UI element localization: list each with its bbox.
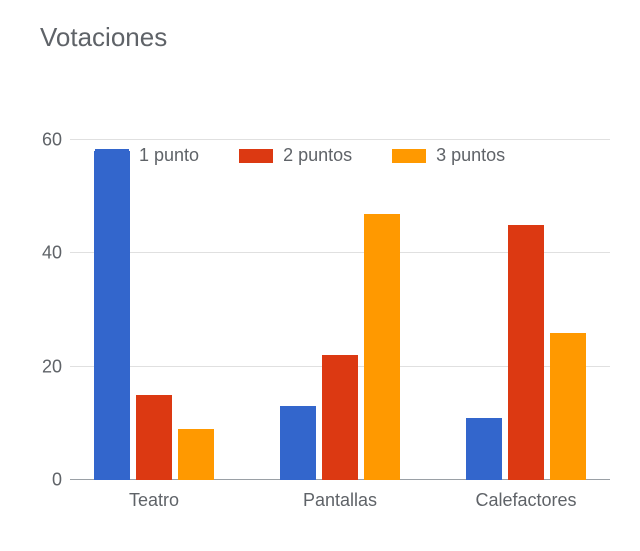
legend-swatch-3	[392, 149, 426, 163]
bar	[178, 429, 214, 480]
y-tick-label: 40	[30, 243, 62, 264]
bar	[508, 225, 544, 480]
y-tick-label: 0	[30, 470, 62, 491]
bar	[136, 395, 172, 480]
bar	[94, 151, 130, 480]
legend-label-1: 1 punto	[139, 145, 199, 166]
gridline	[70, 139, 610, 140]
legend-item-1: 1 punto	[95, 145, 199, 166]
bar	[280, 406, 316, 480]
bar	[322, 355, 358, 480]
legend-label-2: 2 puntos	[283, 145, 352, 166]
bar	[550, 333, 586, 480]
chart-title: Votaciones	[40, 22, 167, 53]
x-tick-label: Pantallas	[303, 490, 377, 511]
y-tick-label: 20	[30, 356, 62, 377]
bar	[364, 214, 400, 480]
legend-label-3: 3 puntos	[436, 145, 505, 166]
plot-area: 0204060TeatroPantallasCalefactores	[70, 140, 610, 480]
y-tick-label: 60	[30, 130, 62, 151]
chart-container: Votaciones 1 punto 2 puntos 3 puntos 020…	[0, 0, 640, 551]
legend-item-2: 2 puntos	[239, 145, 352, 166]
legend-swatch-1	[95, 149, 129, 163]
x-tick-label: Calefactores	[475, 490, 576, 511]
legend-item-3: 3 puntos	[392, 145, 505, 166]
x-tick-label: Teatro	[129, 490, 179, 511]
bar	[466, 418, 502, 480]
legend: 1 punto 2 puntos 3 puntos	[95, 145, 505, 166]
legend-swatch-2	[239, 149, 273, 163]
